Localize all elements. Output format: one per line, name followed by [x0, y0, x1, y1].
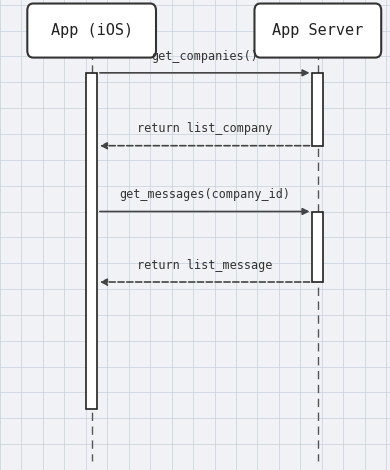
- Text: get_companies(): get_companies(): [151, 49, 258, 63]
- Text: get_messages(company_id): get_messages(company_id): [119, 188, 290, 201]
- Text: return list_company: return list_company: [137, 122, 273, 135]
- Text: App (iOS): App (iOS): [51, 23, 133, 38]
- Text: App Server: App Server: [272, 23, 363, 38]
- Bar: [312, 212, 323, 282]
- FancyBboxPatch shape: [254, 3, 381, 57]
- FancyBboxPatch shape: [27, 3, 156, 57]
- Text: return list_message: return list_message: [137, 258, 273, 272]
- Bar: [86, 73, 97, 409]
- Bar: [312, 73, 323, 146]
